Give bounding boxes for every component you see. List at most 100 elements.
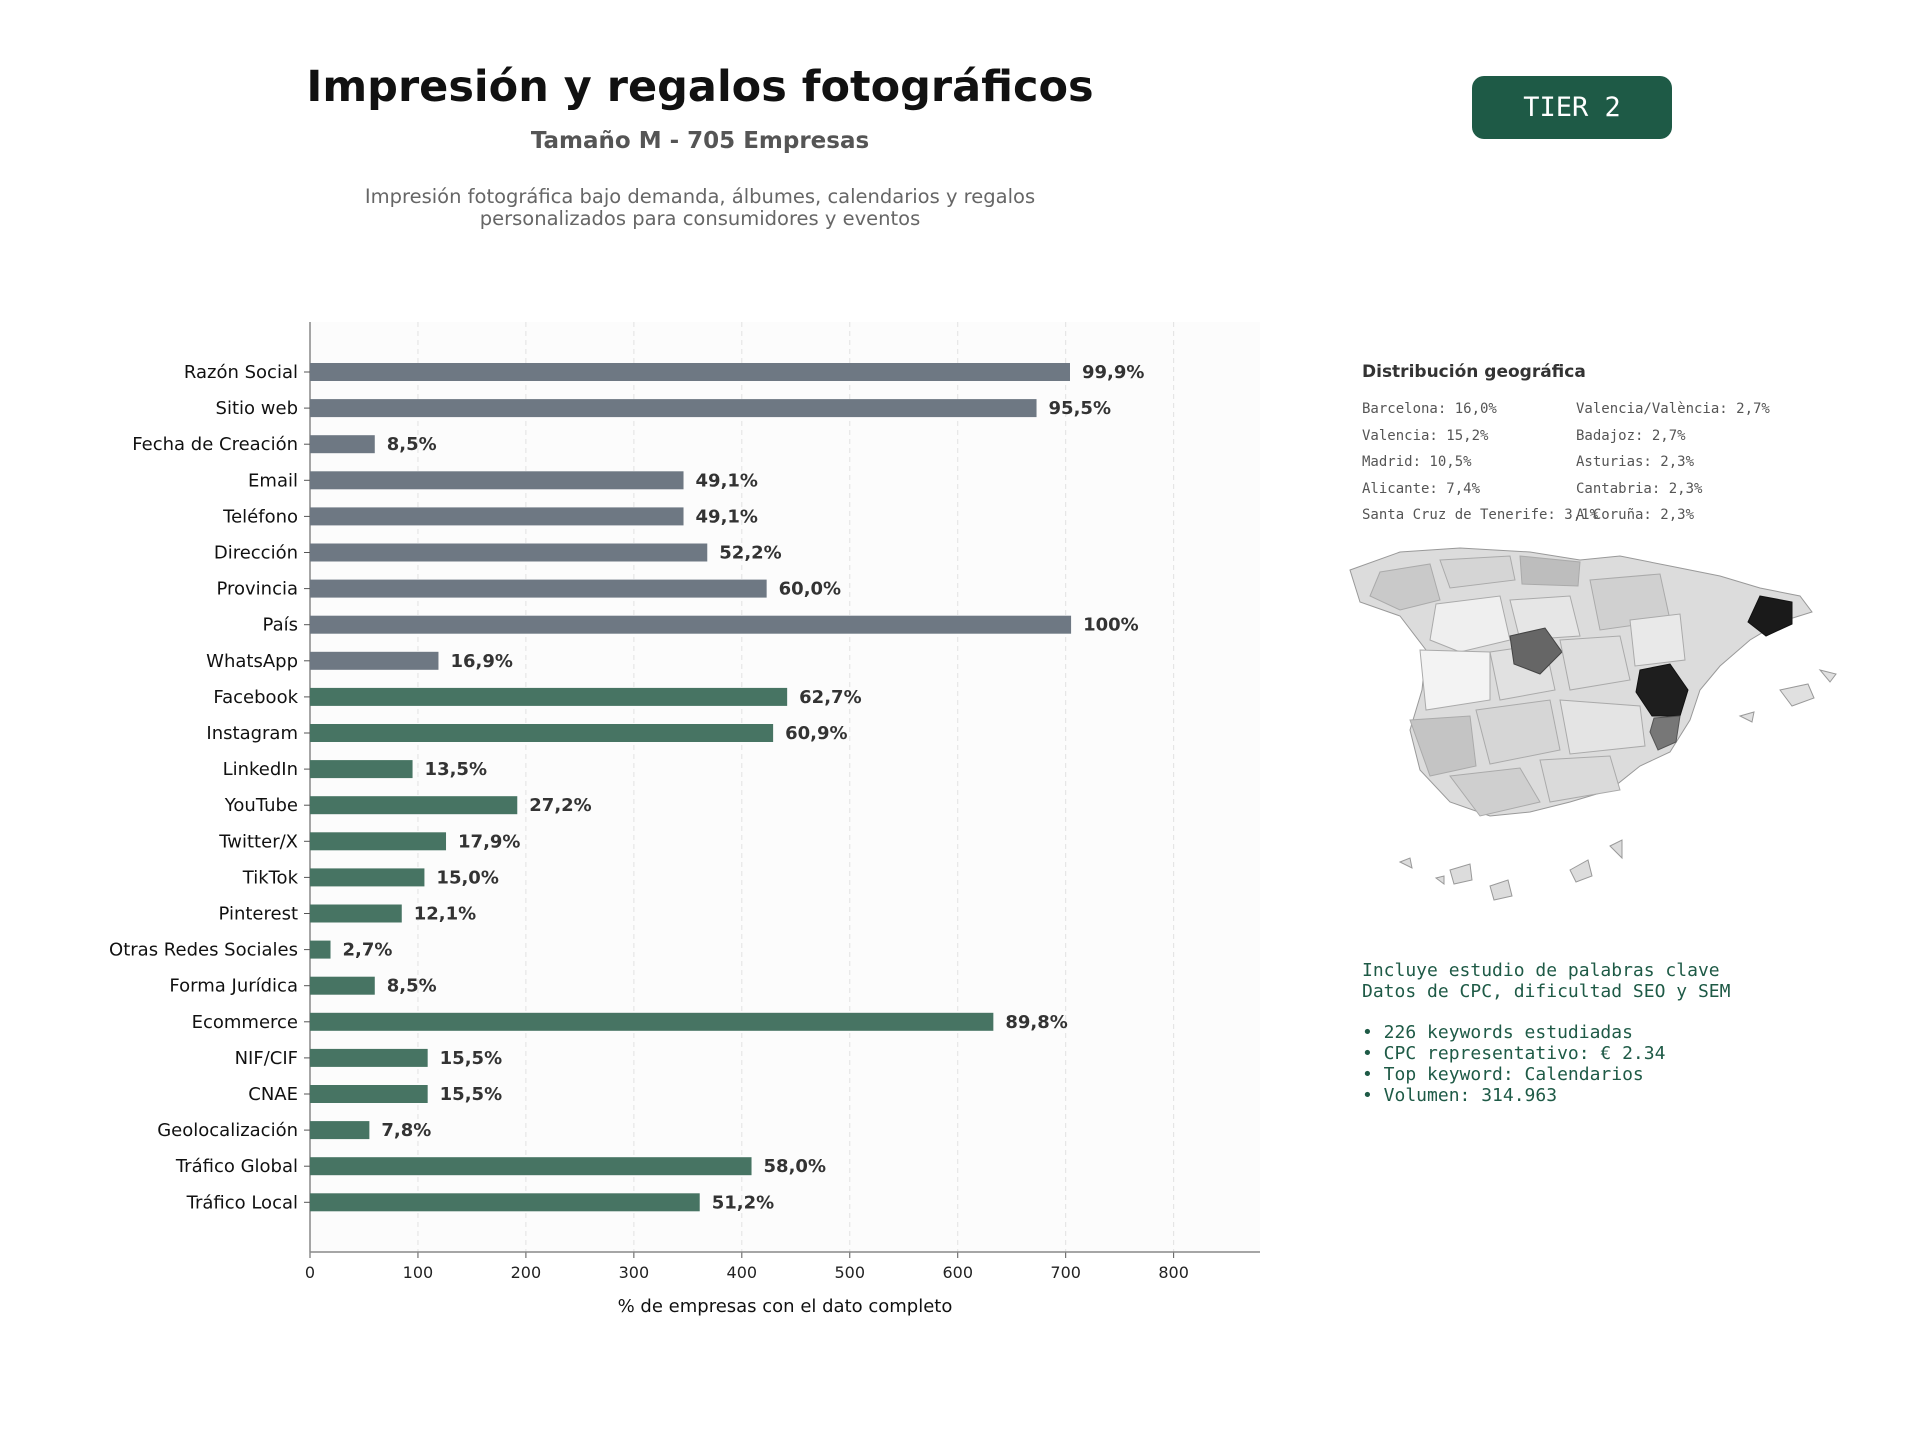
bar	[310, 976, 375, 995]
bar	[310, 1085, 428, 1103]
x-tick-label: 500	[834, 1263, 865, 1282]
category-label: Teléfono	[222, 506, 298, 527]
keyword-line-1: Incluye estudio de palabras clave	[1362, 960, 1720, 981]
geo-list-right: Valencia/València: 2,7% Badajoz: 2,7% As…	[1576, 400, 1770, 533]
geo-item: Santa Cruz de Tenerife: 3,1%	[1362, 507, 1599, 523]
page-title: Impresión y regalos fotográficos	[306, 62, 1094, 112]
bar-value-label: 17,9%	[458, 831, 520, 852]
x-tick-label: 600	[942, 1263, 973, 1282]
bar	[310, 940, 331, 959]
bar-value-label: 58,0%	[764, 1156, 826, 1177]
x-tick-label: 300	[619, 1263, 650, 1282]
x-tick-label: 0	[305, 1263, 315, 1282]
bar-value-label: 15,0%	[436, 867, 498, 888]
category-label: TikTok	[242, 867, 299, 888]
geo-item: Valencia: 15,2%	[1362, 427, 1489, 444]
bar	[310, 832, 447, 851]
geo-list-left: Barcelona: 16,0% Valencia: 15,2% Madrid:…	[1362, 400, 1598, 533]
bar	[310, 1012, 994, 1031]
bar	[310, 724, 774, 742]
bar	[310, 1121, 370, 1140]
bar-value-label: 12,1%	[414, 904, 476, 925]
category-label: Ecommerce	[192, 1012, 298, 1033]
bar	[310, 904, 402, 923]
bar-value-label: 49,1%	[696, 506, 758, 527]
keyword-line-2: Datos de CPC, dificultad SEO y SEM	[1362, 981, 1731, 1002]
category-label: CNAE	[248, 1084, 298, 1105]
tier-badge: TIER 2	[1472, 76, 1672, 139]
description-line-2: personalizados para consumidores y event…	[479, 207, 921, 230]
category-label: Email	[248, 470, 298, 491]
geo-item: Badajoz: 2,7%	[1576, 427, 1686, 444]
bar-value-label: 2,7%	[343, 940, 393, 961]
category-label: YouTube	[224, 795, 298, 816]
category-label: Tráfico Global	[175, 1156, 298, 1177]
category-label: Geolocalización	[157, 1120, 298, 1141]
keyword-bullet: • 226 keywords estudiadas	[1362, 1022, 1633, 1043]
category-label: Facebook	[213, 687, 298, 708]
keyword-bullet: • CPC representativo: € 2.34	[1362, 1043, 1666, 1064]
bar	[310, 543, 708, 562]
plot-background	[310, 322, 1260, 1252]
bar-value-label: 8,5%	[387, 976, 437, 997]
alicante-region	[1649, 715, 1681, 751]
bar-value-label: 60,0%	[779, 579, 841, 600]
x-axis-label: % de empresas con el dato completo	[618, 1296, 953, 1317]
bar	[310, 435, 375, 454]
bar	[310, 796, 518, 815]
category-label: Razón Social	[184, 362, 298, 383]
description-line-1: Impresión fotográfica bajo demanda, álbu…	[364, 185, 1036, 208]
x-tick-label: 700	[1050, 1263, 1081, 1282]
bar	[310, 615, 1072, 634]
bar-value-label: 62,7%	[799, 687, 861, 708]
bar-value-label: 95,5%	[1049, 398, 1111, 419]
madrid-region	[1509, 627, 1563, 675]
page-subtitle: Tamaño M - 705 Empresas	[530, 128, 870, 154]
category-label: NIF/CIF	[235, 1048, 298, 1069]
bar	[310, 1193, 700, 1212]
category-label: Twitter/X	[218, 831, 298, 852]
bar	[310, 399, 1037, 418]
bar	[310, 1157, 752, 1176]
bar	[310, 363, 1070, 381]
keyword-study-panel: Incluye estudio de palabras clave Datos …	[1362, 960, 1730, 1106]
bar-value-label: 100%	[1083, 615, 1139, 636]
bar-value-label: 60,9%	[785, 723, 847, 744]
bar	[310, 651, 439, 670]
geo-item: Barcelona: 16,0%	[1362, 401, 1497, 417]
geo-distribution-title: Distribución geográfica	[1362, 362, 1586, 382]
category-label: Otras Redes Sociales	[109, 940, 298, 961]
bar-value-label: 16,9%	[450, 651, 512, 672]
bar-value-label: 27,2%	[529, 795, 591, 816]
bar	[310, 868, 425, 887]
category-label: LinkedIn	[223, 759, 298, 780]
x-tick-label: 400	[727, 1263, 758, 1282]
x-tick-label: 800	[1158, 1263, 1189, 1282]
bar	[310, 760, 413, 779]
spain-province-map	[1349, 547, 1837, 901]
bar	[310, 471, 684, 490]
bar-value-label: 8,5%	[387, 434, 437, 455]
keyword-bullet: • Top keyword: Calendarios	[1362, 1064, 1644, 1085]
keyword-bullet: • Volumen: 314.963	[1362, 1085, 1558, 1106]
bar-value-label: 99,9%	[1082, 362, 1144, 383]
category-label: Pinterest	[218, 904, 298, 925]
completeness-bar-chart: 0 100 200 300 400 500 600 700 800 Razón Social 99,…	[109, 322, 1260, 1317]
bar-value-label: 89,8%	[1005, 1012, 1067, 1033]
category-label: Forma Jurídica	[169, 976, 298, 997]
geo-item: Cantabria: 2,3%	[1576, 480, 1703, 497]
sector-description: Impresión fotográfica bajo demanda, álbu…	[300, 186, 1100, 230]
geo-item: A Coruña: 2,3%	[1576, 507, 1695, 523]
geo-item: Alicante: 7,4%	[1362, 480, 1481, 497]
geo-item: Asturias: 2,3%	[1576, 454, 1695, 470]
bar	[310, 1048, 428, 1067]
bar	[310, 687, 788, 706]
balearic-islands	[1779, 683, 1815, 707]
bar-value-label: 7,8%	[381, 1120, 431, 1141]
bar-value-label: 52,2%	[719, 543, 781, 564]
category-label: WhatsApp	[206, 651, 298, 672]
category-label: Instagram	[206, 723, 298, 744]
geo-item: Valencia/València: 2,7%	[1576, 401, 1770, 417]
x-tick-label: 100	[403, 1263, 434, 1282]
bar	[310, 507, 684, 526]
